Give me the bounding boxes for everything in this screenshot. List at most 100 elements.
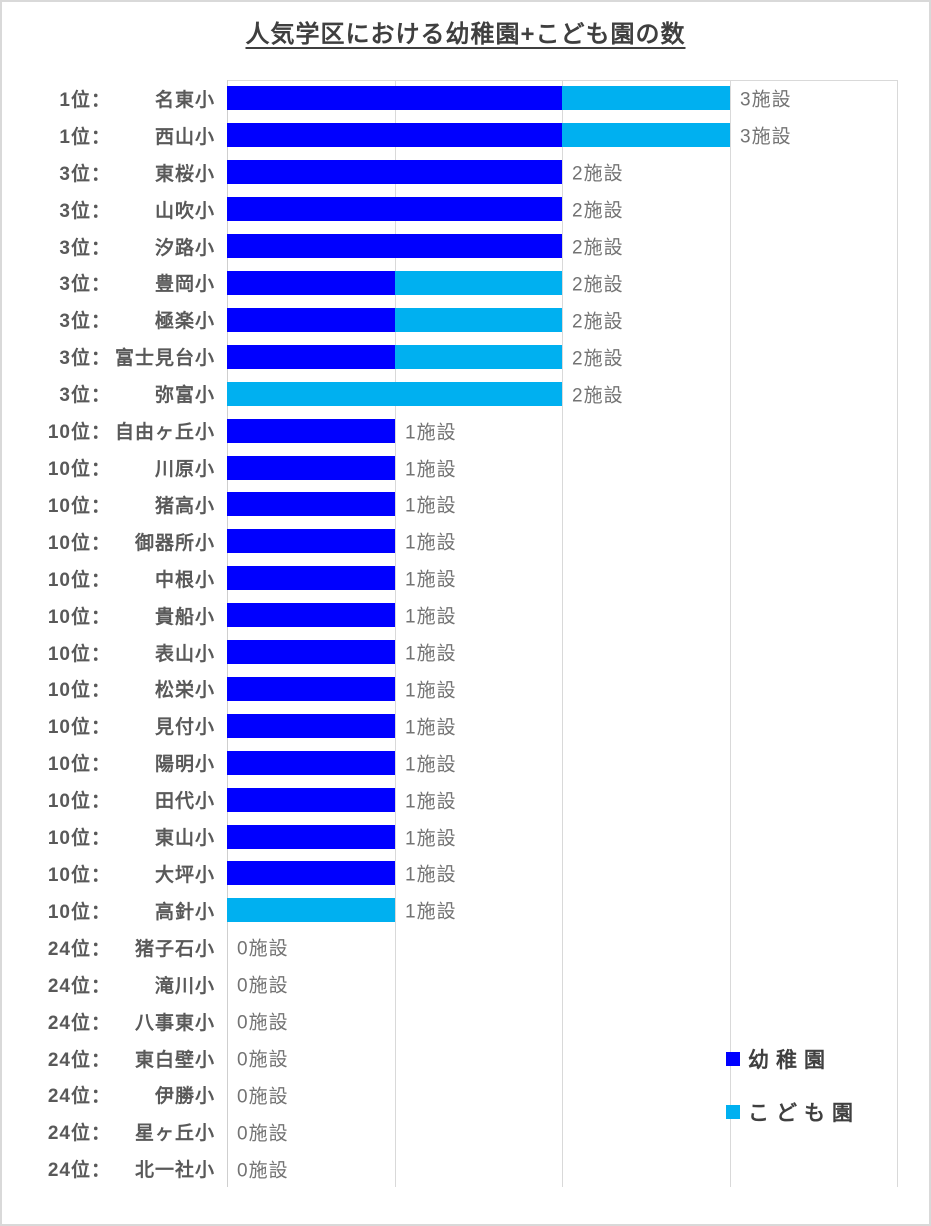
category-rank: 1位： xyxy=(59,126,111,148)
bar-segment-yochien[interactable] xyxy=(227,566,395,591)
bar-segment-kodomoen[interactable] xyxy=(562,123,730,148)
bar-segment-yochien[interactable] xyxy=(227,234,562,259)
category-label: 10位： 猪高小 xyxy=(2,486,221,523)
category-label: 10位： 高針小 xyxy=(2,892,221,929)
bar-segment-yochien[interactable] xyxy=(227,344,395,369)
bar-segment-yochien[interactable] xyxy=(227,640,395,665)
bar-segment-yochien[interactable] xyxy=(227,197,562,222)
category-label: 3位： 富士見台小 xyxy=(2,338,221,375)
category-rank: 10位： xyxy=(47,717,111,739)
gridline xyxy=(562,80,563,1187)
value-label: 0施設 xyxy=(237,938,289,960)
bar-segment-yochien[interactable] xyxy=(227,861,395,886)
stacked-bar xyxy=(227,160,562,185)
category-name: 東桜小 xyxy=(154,163,215,185)
category-name: 御器所小 xyxy=(134,532,215,554)
bar-segment-yochien[interactable] xyxy=(227,86,562,111)
bar-segment-kodomoen[interactable] xyxy=(394,307,562,332)
category-name: 汐路小 xyxy=(154,237,215,259)
category-label: 10位： 川原小 xyxy=(2,449,221,486)
bar-segment-yochien[interactable] xyxy=(227,787,395,812)
category-name: 自由ヶ丘小 xyxy=(114,422,215,444)
value-label: 1施設 xyxy=(405,422,457,444)
category-label: 3位： 東桜小 xyxy=(2,154,221,191)
category-label: 10位： 大坪小 xyxy=(2,855,221,892)
chart-row: 24位： 星ヶ丘小 0施設 xyxy=(2,1113,929,1150)
category-rank: 10位： xyxy=(47,569,111,591)
category-rank: 24位： xyxy=(47,975,111,997)
chart-row: 3位： 東桜小 2施設 xyxy=(2,154,929,191)
category-rank: 10位： xyxy=(47,532,111,554)
bar-segment-kodomoen[interactable] xyxy=(394,270,562,295)
bar-segment-yochien[interactable] xyxy=(227,123,562,148)
stacked-bar xyxy=(227,603,395,628)
chart-row: 3位： 富士見台小 2施設 xyxy=(2,338,929,375)
value-label: 3施設 xyxy=(740,89,792,111)
stacked-bar xyxy=(227,307,562,332)
stacked-bar xyxy=(227,270,562,295)
category-rank: 10位： xyxy=(47,864,111,886)
bar-segment-yochien[interactable] xyxy=(227,676,395,701)
bar-segment-yochien[interactable] xyxy=(227,418,395,443)
yochien-swatch-icon xyxy=(726,1051,740,1066)
bar-segment-yochien[interactable] xyxy=(227,824,395,849)
legend-item-yochien[interactable]: 幼稚園 xyxy=(726,1032,860,1085)
category-label: 10位： 松栄小 xyxy=(2,671,221,708)
bar-segment-yochien[interactable] xyxy=(227,307,395,332)
category-name: 表山小 xyxy=(154,643,215,665)
stacked-bar xyxy=(227,824,395,849)
category-name: 西山小 xyxy=(154,126,215,148)
bar-segment-yochien[interactable] xyxy=(227,455,395,480)
value-label: 0施設 xyxy=(237,1160,289,1182)
chart-row: 3位： 極楽小 2施設 xyxy=(2,301,929,338)
bar-segment-yochien[interactable] xyxy=(227,492,395,517)
category-label: 10位： 自由ヶ丘小 xyxy=(2,412,221,449)
category-name: 星ヶ丘小 xyxy=(134,1123,215,1145)
category-label: 3位： 汐路小 xyxy=(2,228,221,265)
category-rank: 10位： xyxy=(47,606,111,628)
bar-segment-kodomoen[interactable] xyxy=(562,86,730,111)
bar-segment-yochien[interactable] xyxy=(227,750,395,775)
chart-row: 10位： 表山小 1施設 xyxy=(2,634,929,671)
chart-row: 10位： 中根小 1施設 xyxy=(2,560,929,597)
stacked-bar xyxy=(227,197,562,222)
chart-row: 1位： 西山小 3施設 xyxy=(2,117,929,154)
legend-label-yochien: 幼稚園 xyxy=(748,1048,832,1072)
value-label: 1施設 xyxy=(405,495,457,517)
chart-title: 人気学区における幼稚園+こども園の数 xyxy=(245,21,686,48)
bar-segment-yochien[interactable] xyxy=(227,160,562,185)
category-rank: 24位： xyxy=(47,938,111,960)
category-label: 24位： 滝川小 xyxy=(2,966,221,1003)
chart-row: 10位： 高針小 1施設 xyxy=(2,892,929,929)
chart-row: 3位： 弥富小 2施設 xyxy=(2,375,929,412)
category-name: 貴船小 xyxy=(154,606,215,628)
chart-row: 10位： 東山小 1施設 xyxy=(2,818,929,855)
category-rank: 3位： xyxy=(59,385,111,407)
category-name: 山吹小 xyxy=(154,200,215,222)
category-rank: 3位： xyxy=(59,163,111,185)
stacked-bar xyxy=(227,566,395,591)
bar-segment-yochien[interactable] xyxy=(227,713,395,738)
value-label: 3施設 xyxy=(740,126,792,148)
stacked-bar xyxy=(227,492,395,517)
chart-row: 1位： 名東小 3施設 xyxy=(2,80,929,117)
value-label: 1施設 xyxy=(405,643,457,665)
category-name: 大坪小 xyxy=(154,864,215,886)
category-rank: 3位： xyxy=(59,311,111,333)
chart-row: 10位： 自由ヶ丘小 1施設 xyxy=(2,412,929,449)
category-rank: 24位： xyxy=(47,1012,111,1034)
category-name: 北一社小 xyxy=(134,1160,215,1182)
bar-segment-yochien[interactable] xyxy=(227,270,395,295)
stacked-bar xyxy=(227,455,395,480)
bar-segment-kodomoen[interactable] xyxy=(227,898,395,923)
legend-item-kodomoen[interactable]: こども園 xyxy=(726,1085,860,1138)
stacked-bar xyxy=(227,529,395,554)
category-name: 松栄小 xyxy=(154,680,215,702)
bar-segment-kodomoen[interactable] xyxy=(227,381,562,406)
bar-segment-yochien[interactable] xyxy=(227,603,395,628)
bar-segment-kodomoen[interactable] xyxy=(394,344,562,369)
bar-segment-yochien[interactable] xyxy=(227,529,395,554)
chart-row: 10位： 大坪小 1施設 xyxy=(2,855,929,892)
stacked-bar xyxy=(227,640,395,665)
